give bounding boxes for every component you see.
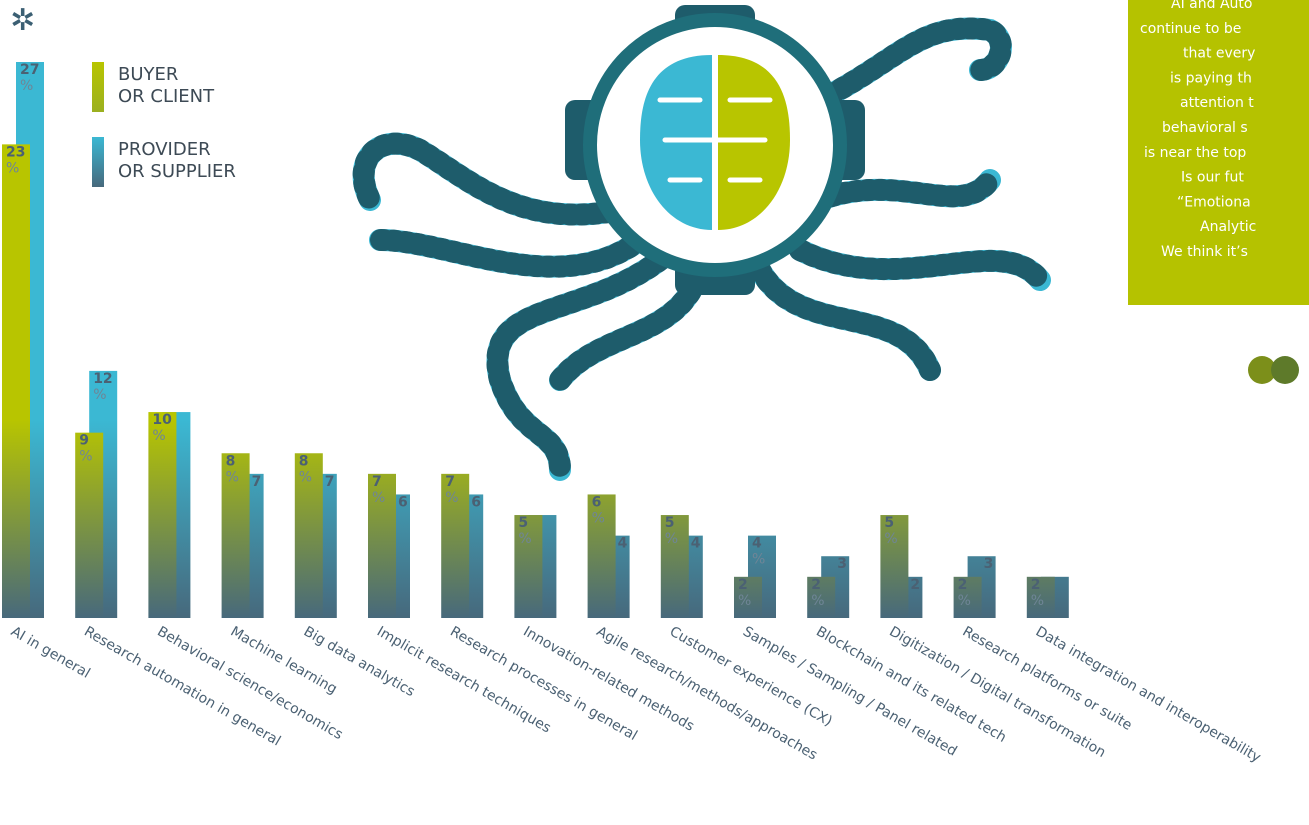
chart: ✲ 23%27%AI in general9%12%Research autom… [0, 0, 1309, 825]
value-label: 7 [252, 474, 262, 490]
panel-text: We think it’s [1161, 244, 1248, 260]
value-label: 4 [691, 536, 701, 552]
panel-text: is paying th [1170, 70, 1252, 86]
panel-icon [1271, 356, 1299, 384]
value-label: 7 [325, 474, 335, 490]
panel-text: Is our fut [1181, 170, 1244, 186]
x-tick-label: AI in general [8, 624, 93, 682]
panel-text: Analytic [1200, 219, 1256, 235]
bar [2, 144, 30, 618]
panel-text: that every [1183, 46, 1255, 62]
top-icon: ✲ [10, 3, 35, 38]
panel-text: is near the top [1144, 145, 1246, 161]
panel-text: continue to be [1140, 21, 1241, 37]
value-label: 6 [471, 494, 481, 510]
value-label: 4 [618, 536, 628, 552]
legend-swatch [92, 62, 104, 112]
octopus-illustration [364, 5, 1040, 470]
legend-swatch [92, 137, 104, 187]
panel-text: attention t [1180, 95, 1254, 111]
value-label: 6 [398, 494, 408, 510]
value-label: 2 [910, 577, 920, 593]
value-label: 3 [837, 556, 847, 572]
panel-text: “Emotiona [1177, 194, 1251, 210]
panel-text: AI and Auto [1171, 0, 1252, 12]
panel-text: behavioral s [1162, 120, 1248, 136]
value-label: 3 [984, 556, 994, 572]
